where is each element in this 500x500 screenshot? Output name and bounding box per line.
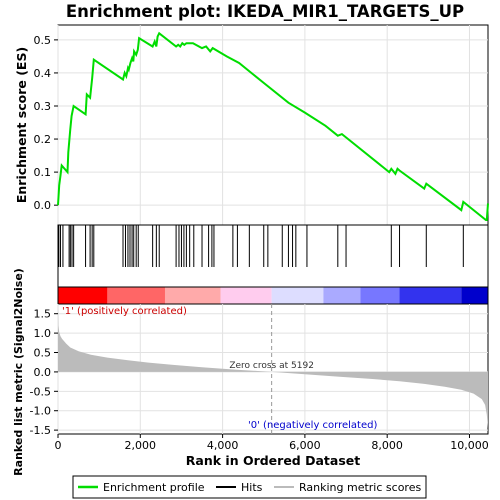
es-y-tick-label-4: 0.4 [34,67,52,80]
legend-label-ranking-metric: Ranking metric scores [299,481,421,494]
es-y-tick-label-2: 0.2 [34,133,52,146]
x-tick-label-1: 2,000 [125,439,157,452]
rank-gradient-bar [57,286,489,305]
legend-label-hits: Hits [241,481,263,494]
x-tick-label-0: 0 [55,439,62,452]
hits-panel [57,224,489,305]
hit-lines [58,225,489,267]
legend-box [72,475,427,499]
gradient-segment-1 [107,287,165,304]
enrichment-profile-line [57,31,489,221]
metric-y-tick-label-4: 0.5 [34,347,52,360]
metric-y-tick-label-3: 0.0 [34,366,52,379]
metric-y-axis-label: Ranked list metric (Signal2Noise) [12,268,25,476]
es-grid [57,25,488,225]
chart-title: Enrichment plot: IKEDA_MIR1_TARGETS_UP [66,2,464,21]
es-y-ticks: 0.0 0.1 0.2 0.3 0.4 0.5 [34,34,58,212]
gradient-segment-8 [461,287,488,304]
legend: Enrichment profile Hits Ranking metric s… [72,475,427,499]
es-y-tick-label-0: 0.0 [34,199,52,212]
x-axis-ticks: 0 2,000 4,000 6,000 8,000 10,000 [55,434,489,452]
metric-y-ticks: -1.5 -1.0 -0.5 0.0 0.5 1.0 1.5 [30,308,58,437]
es-y-axis-label: Enrichment score (ES) [14,47,29,203]
metric-y-tick-label-2: -0.5 [30,385,51,398]
positive-correlation-label: '1' (positively correlated) [62,306,187,317]
gradient-segment-2 [164,287,221,304]
x-tick-label-5: 10,000 [450,439,489,452]
gradient-segment-0 [58,287,108,304]
x-tick-label-3: 6,000 [289,439,321,452]
es-y-tick-label-3: 0.3 [34,100,52,113]
metric-y-tick-label-6: 1.5 [34,308,52,321]
metric-y-tick-label-1: -1.0 [30,405,51,418]
zero-cross-label: Zero cross at 5192 [229,361,314,371]
metric-y-tick-label-0: -1.5 [30,424,51,437]
legend-label-enrichment-profile: Enrichment profile [103,481,205,494]
es-y-tick-label-5: 0.5 [34,34,52,47]
gradient-segment-7 [399,287,462,304]
x-tick-label-2: 4,000 [207,439,239,452]
x-tick-label-4: 8,000 [371,439,403,452]
gradient-segment-3 [220,287,272,304]
ranked-metric-panel: Zero cross at 5192 '1' (positively corre… [12,268,489,476]
hits-panel-frame [57,224,489,288]
ranking-metric-area [58,307,488,429]
x-axis-label: Rank in Ordered Dataset [186,453,360,468]
gradient-segment-6 [360,287,400,304]
metric-y-tick-label-5: 1.0 [34,327,52,340]
es-y-tick-label-1: 0.1 [34,166,52,179]
negative-correlation-label: '0' (negatively correlated) [248,420,377,431]
enrichment-score-panel: 0.0 0.1 0.2 0.3 0.4 0.5 Enrichment score (ES) [14,24,489,226]
es-panel-frame [57,24,489,226]
gradient-segment-5 [323,287,361,304]
gradient-segment-4 [271,287,324,304]
